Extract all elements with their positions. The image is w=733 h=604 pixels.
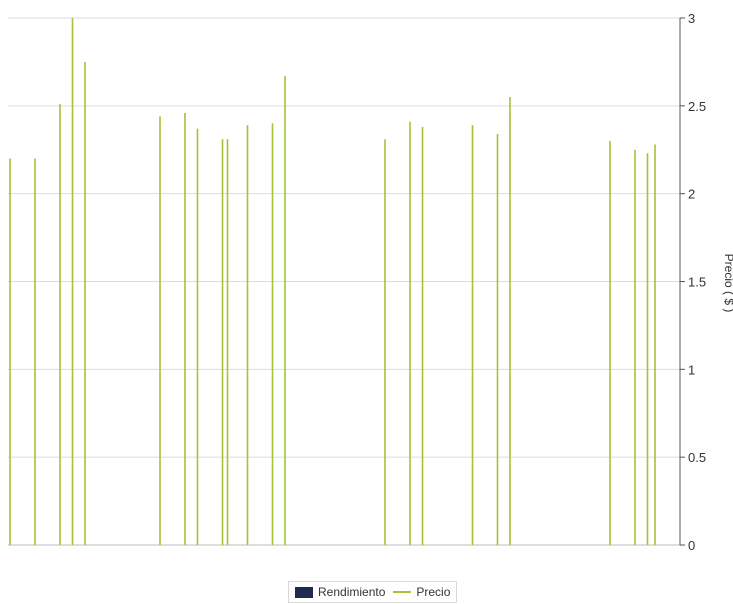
y-axis-title: Precio ( $ )	[722, 254, 733, 313]
legend-item-rendimiento[interactable]: Rendimiento	[295, 585, 385, 599]
y-tick-label: 1	[688, 362, 695, 377]
y-tick-label: 2.5	[688, 99, 706, 114]
grid	[8, 18, 680, 545]
y-tick-label: 1.5	[688, 275, 706, 290]
legend-label: Rendimiento	[318, 585, 385, 599]
y-tick-label: 0.5	[688, 450, 706, 465]
legend: Rendimiento Precio	[288, 581, 457, 603]
legend-swatch	[393, 591, 411, 593]
legend-swatch	[295, 587, 313, 598]
y-axis: 0 0.5 1 1.5 2 2.5 3	[680, 11, 706, 553]
y-tick-label: 0	[688, 538, 695, 553]
y-tick-label: 2	[688, 187, 695, 202]
legend-item-precio[interactable]: Precio	[393, 585, 450, 599]
legend-label: Precio	[416, 585, 450, 599]
y-tick-label: 3	[688, 11, 695, 26]
